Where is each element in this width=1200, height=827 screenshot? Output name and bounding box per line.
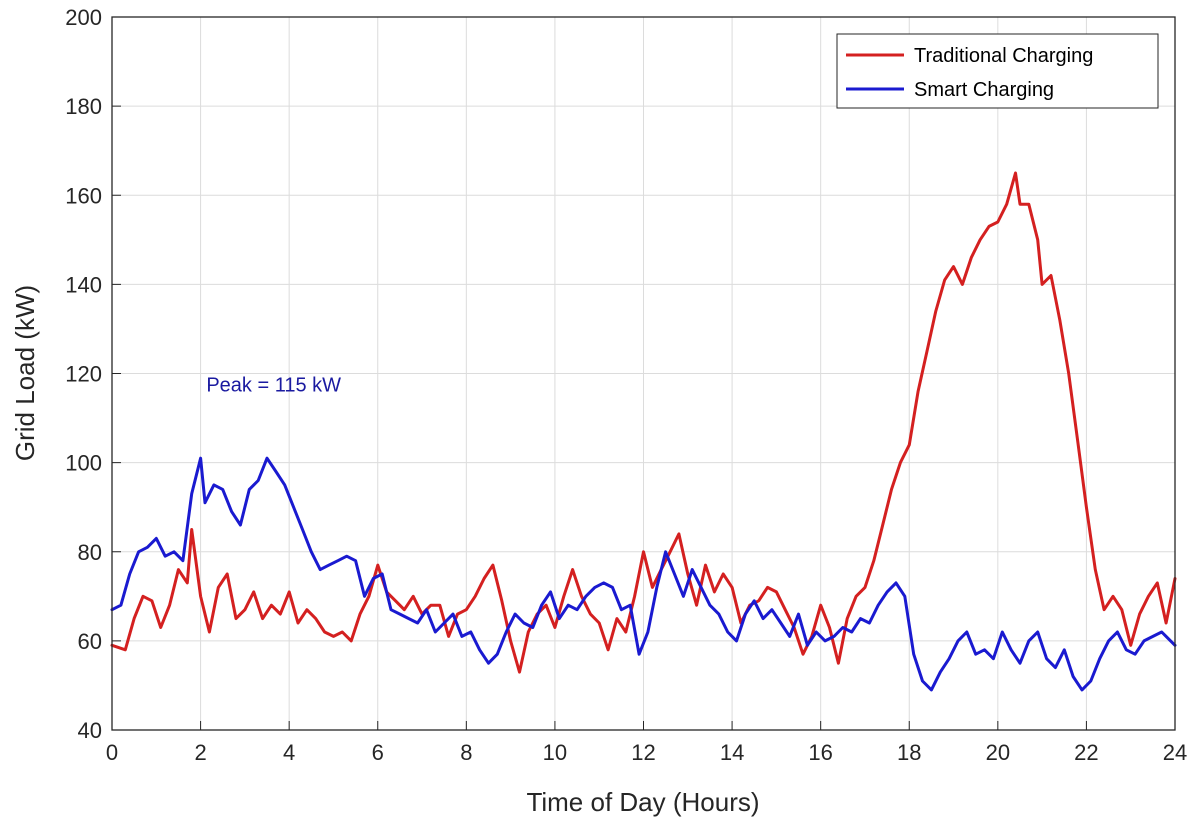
x-axis-title: Time of Day (Hours): [526, 787, 759, 817]
x-tick-label: 14: [720, 740, 744, 765]
grid-lines: [112, 17, 1175, 730]
legend-box: [836, 33, 1159, 109]
y-tick-label: 160: [65, 183, 102, 208]
y-axis-title: Grid Load (kW): [10, 285, 40, 461]
legend: Traditional Charging Smart Charging: [836, 33, 1159, 109]
x-tick-label: 4: [283, 740, 295, 765]
x-tick-label: 24: [1163, 740, 1187, 765]
x-tick-label: 12: [631, 740, 655, 765]
y-tick-label: 100: [65, 451, 102, 476]
y-tick-label: 80: [78, 540, 102, 565]
x-tick-label: 0: [106, 740, 118, 765]
y-tick-label: 140: [65, 272, 102, 297]
axis-ticks: [111, 16, 1176, 731]
peak-annotation: Peak = 115 kW: [206, 374, 341, 396]
x-tick-labels: 0 2 4 6 8 10 12 14 16 18 20 22 24: [106, 740, 1187, 765]
x-tick-label: 6: [372, 740, 384, 765]
traditional-charging-line: [110, 171, 1177, 674]
y-tick-label: 120: [65, 362, 102, 387]
legend-label-smart: Smart Charging: [914, 79, 1054, 101]
x-tick-label: 16: [808, 740, 832, 765]
y-tick-label: 200: [65, 5, 102, 30]
y-tick-label: 60: [78, 629, 102, 654]
x-tick-label: 10: [543, 740, 567, 765]
y-tick-labels: 40 60 80 100 120 140 160 180 200: [65, 5, 102, 743]
x-tick-label: 18: [897, 740, 921, 765]
x-tick-label: 8: [460, 740, 472, 765]
series-lines: [110, 171, 1177, 692]
x-tick-label: 22: [1074, 740, 1098, 765]
y-tick-label: 40: [78, 718, 102, 743]
legend-label-traditional: Traditional Charging: [914, 45, 1093, 67]
smart-charging-line: [110, 456, 1177, 692]
x-tick-label: 2: [194, 740, 206, 765]
y-tick-label: 180: [65, 94, 102, 119]
x-tick-label: 20: [986, 740, 1010, 765]
